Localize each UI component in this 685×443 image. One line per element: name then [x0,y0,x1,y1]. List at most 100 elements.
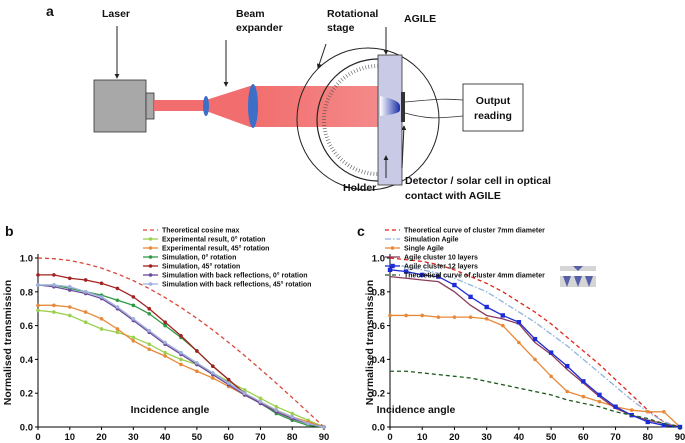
y-tick-label: 0.0 [372,423,385,434]
point [147,347,152,352]
point [99,281,104,286]
legend-label: Simulation with back reflections, 0° rot… [162,272,308,280]
point [662,409,666,414]
lens-large [248,84,258,128]
legend-marker [148,264,153,268]
series-line [37,257,325,428]
point [484,317,489,321]
point [242,391,247,396]
expanding-beam [206,86,250,127]
point [661,423,667,428]
point [274,408,279,412]
label: contact with AGILE [405,190,501,202]
legend-marker [390,263,395,269]
legend-marker [148,246,153,250]
x-tick-label: 60 [578,432,589,443]
point [163,350,167,355]
x-tick-label: 40 [514,432,525,443]
point [163,340,167,345]
point [484,304,489,310]
point [403,269,409,274]
point [147,328,152,333]
point [290,411,295,416]
point [210,376,215,380]
point [115,327,120,331]
x-tick-label: 90 [675,432,685,443]
point [179,357,183,362]
label: Holder [343,182,376,194]
point [83,278,88,282]
y-tick-label: 1.0 [20,254,33,265]
y-tick-label: 1.0 [372,254,385,265]
cluster-icon [560,266,596,287]
y-axis-label: Normalised transmission [364,280,376,405]
laser-beam [154,100,206,111]
point [597,399,602,404]
wire [404,112,464,119]
point [99,295,104,299]
point [52,310,56,314]
point [274,404,279,409]
point [226,381,231,385]
series-line [389,257,681,428]
panel-label: c [357,223,365,239]
point [210,371,215,375]
label: expander [236,22,283,34]
point [388,313,392,318]
point [147,306,152,311]
point [500,313,505,318]
point [163,320,167,325]
point [131,303,136,308]
point [67,313,72,318]
panel-label: a [46,3,54,19]
panel-label: b [5,223,14,239]
y-tick-label: 0.8 [20,287,33,298]
x-tick-label: 20 [96,432,107,443]
legend-label: Theoretical curve of cluster 7mm diamete… [404,228,545,235]
x-tick-label: 30 [128,432,139,443]
legend-label: Simulation, 45° rotation [162,263,240,271]
point [83,320,88,325]
x-tick-label: 70 [610,432,621,443]
x-tick-label: 50 [192,432,203,443]
point [548,350,554,355]
x-tick-label: 60 [223,432,234,443]
point [179,333,183,338]
point [404,313,408,318]
icon-part [573,266,583,271]
arrow [401,125,407,169]
point [131,317,136,321]
legend-label: Single Agile [404,246,444,253]
point [645,409,650,414]
expanded-beam [250,86,380,127]
y-tick-label: 0.2 [20,389,33,400]
x-tick-label: 70 [255,432,266,443]
point [210,364,215,368]
point [517,340,521,345]
point [52,273,56,277]
series-line [390,370,681,428]
protractor-scale [322,64,379,176]
x-tick-label: 50 [546,432,557,443]
point [258,396,263,401]
point [645,419,650,425]
point [115,305,120,309]
y-tick-label: 0.6 [372,321,385,332]
laser-aperture [145,92,155,120]
detector [401,92,405,122]
point [290,415,295,419]
wire [404,98,464,103]
legend-label: Experimental result, 0° rotation [162,236,266,244]
setup-diagram: a Laser Beam expander Rotational stage A… [46,3,551,202]
point [258,399,263,404]
point [468,294,473,300]
x-tick-label: 0 [387,432,392,443]
point [420,272,425,278]
point [67,288,72,292]
legend-label: Simulation with back reflections, 45° ro… [162,281,311,289]
y-tick-label: 0.4 [20,355,34,366]
point [195,369,199,374]
point [131,335,136,340]
y-tick-label: 0.6 [20,321,33,332]
y-axis-label: Normalised transmission [2,280,14,405]
